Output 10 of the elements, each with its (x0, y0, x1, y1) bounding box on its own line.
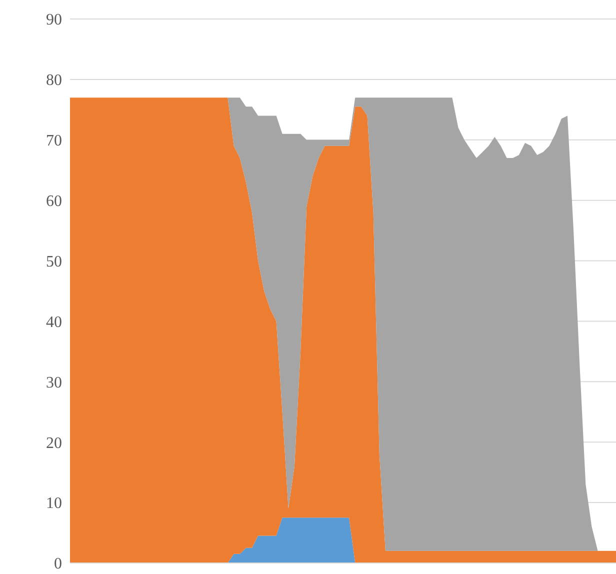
y-tick-label: 10 (46, 495, 62, 512)
y-tick-label: 60 (46, 193, 62, 210)
y-tick-label: 90 (46, 12, 62, 29)
y-tick-label: 70 (46, 132, 62, 150)
y-tick-label: 0 (54, 556, 62, 573)
y-tick-label: 40 (46, 314, 62, 331)
y-tick-label: 80 (46, 72, 62, 90)
y-tick-label: 30 (46, 374, 62, 392)
y-tick-label: 20 (46, 434, 62, 452)
y-tick-label: 50 (46, 253, 62, 270)
